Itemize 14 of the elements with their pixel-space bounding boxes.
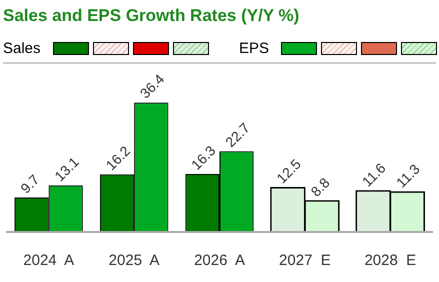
data-label: 36.4: [136, 70, 168, 102]
x-tick-label: 2024 A: [23, 252, 74, 270]
chart-title: Sales and EPS Growth Rates (Y/Y %): [3, 6, 300, 26]
x-tick-label: 2025 A: [108, 252, 160, 270]
legend-label: EPS: [239, 40, 270, 57]
data-label: 8.8: [308, 174, 333, 200]
x-tick-label: 2028 E: [364, 252, 416, 270]
legend-label: Sales: [3, 40, 41, 57]
data-label: 9.7: [17, 171, 42, 196]
data-label: 11.6: [358, 160, 389, 190]
x-tick-label: 2027 E: [279, 252, 331, 270]
data-label: 11.3: [392, 160, 423, 191]
x-tick-label: 2026 A: [194, 252, 245, 270]
data-label: 13.1: [51, 154, 82, 184]
